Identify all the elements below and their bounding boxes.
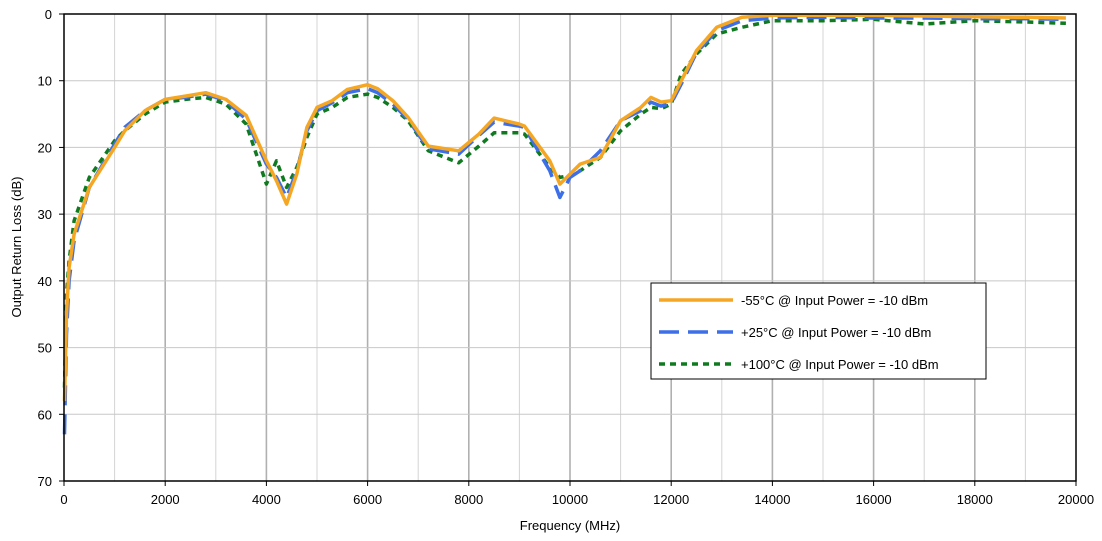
- x-tick-label: 12000: [653, 492, 689, 507]
- series-layer: [62, 13, 1066, 435]
- y-tick-label: 20: [38, 140, 52, 155]
- legend: -55°C @ Input Power = -10 dBm +25°C @ Inp…: [650, 282, 987, 380]
- grid-lines: [64, 14, 1076, 481]
- x-tick-label: 2000: [151, 492, 180, 507]
- y-tick-label: 60: [38, 407, 52, 422]
- x-tick-label: 4000: [252, 492, 281, 507]
- x-axis-ticks: 0 2000 4000 6000 8000 10000 12000 14000 16000 180…: [60, 481, 1094, 507]
- series-line: [62, 13, 1066, 401]
- x-tick-label: 6000: [353, 492, 382, 507]
- y-tick-label: 70: [38, 474, 52, 489]
- x-tick-label: 10000: [552, 492, 588, 507]
- y-tick-label: 40: [38, 274, 52, 289]
- y-axis-ticks: 0 10 20 30 40 50 60 70: [38, 7, 64, 489]
- y-tick-label: 10: [38, 74, 52, 89]
- x-tick-label: 14000: [754, 492, 790, 507]
- x-tick-label: 16000: [856, 492, 892, 507]
- legend-label: -55°C @ Input Power = -10 dBm: [741, 293, 928, 308]
- y-axis-label: Output Return Loss (dB): [9, 177, 24, 318]
- legend-label: +25°C @ Input Power = -10 dBm: [741, 325, 931, 340]
- x-tick-label: 8000: [454, 492, 483, 507]
- x-tick-label: 0: [60, 492, 67, 507]
- y-tick-label: 0: [45, 7, 52, 22]
- x-tick-label: 20000: [1058, 492, 1094, 507]
- x-axis-label: Frequency (MHz): [520, 518, 620, 533]
- y-tick-label: 30: [38, 207, 52, 222]
- x-tick-label: 18000: [957, 492, 993, 507]
- y-tick-label: 50: [38, 341, 52, 356]
- legend-label: +100°C @ Input Power = -10 dBm: [741, 357, 939, 372]
